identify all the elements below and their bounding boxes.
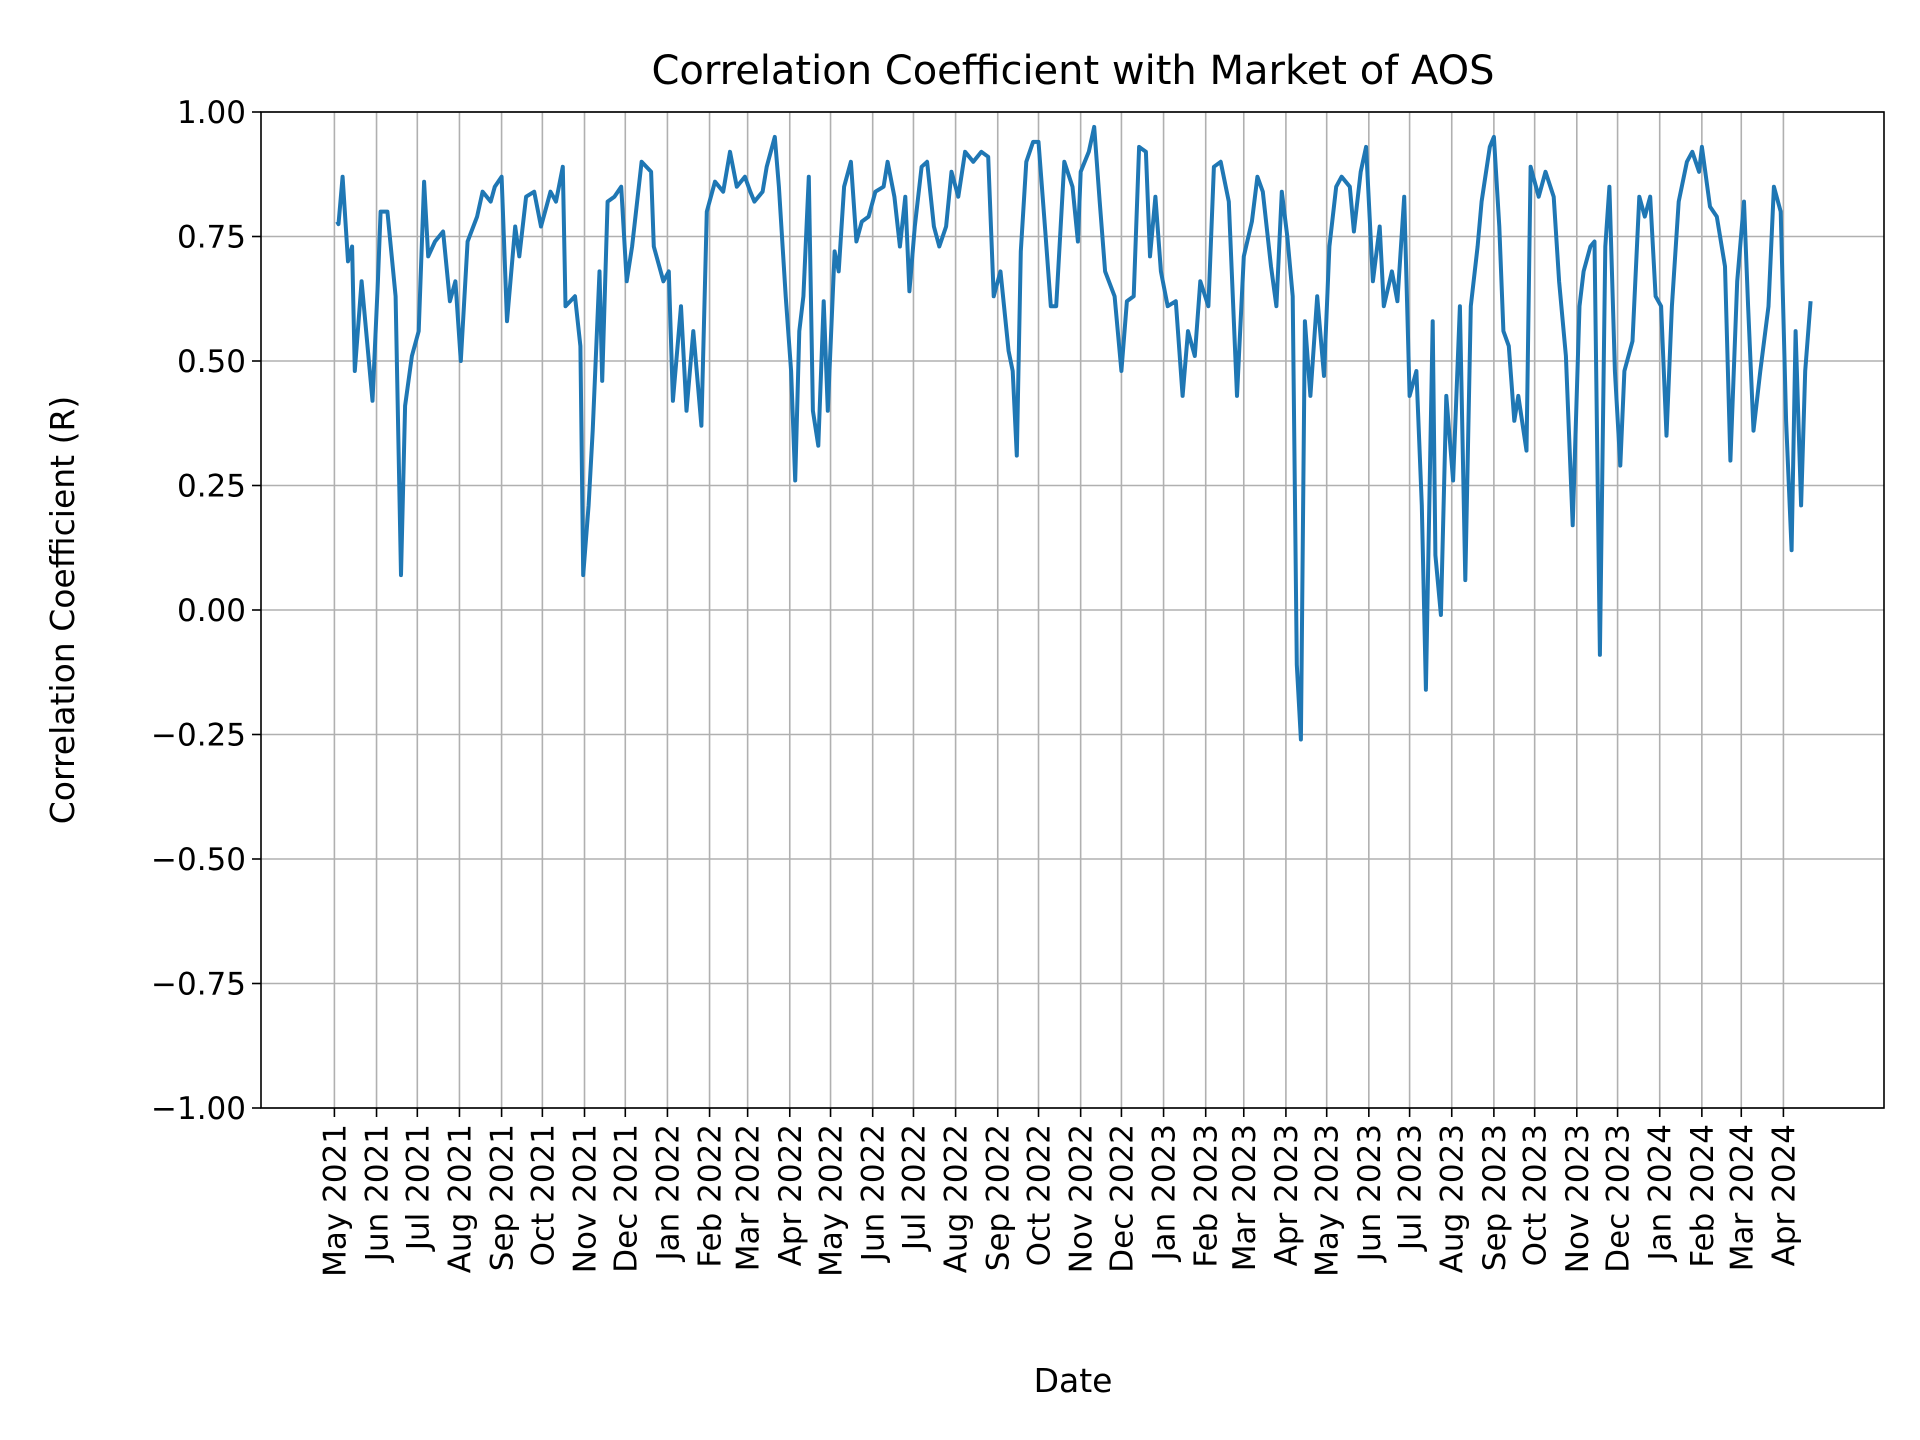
x-tick-label: Jun 2023 (1352, 1124, 1388, 1263)
x-tick-label: Apr 2024 (1766, 1124, 1802, 1266)
x-tick-label: Mar 2023 (1227, 1124, 1263, 1271)
x-tick-label: Oct 2021 (525, 1124, 561, 1266)
x-tick-label: May 2023 (1310, 1124, 1346, 1277)
y-tick-label: 0.00 (177, 593, 246, 629)
y-tick-label: −0.75 (151, 967, 246, 1003)
series-layer (335, 124, 1813, 742)
x-tick-label: Mar 2022 (731, 1124, 767, 1271)
x-tick-label: Sep 2021 (485, 1124, 521, 1271)
y-tick-label: 0.50 (177, 344, 246, 380)
x-tick-label: Apr 2023 (1269, 1124, 1305, 1266)
x-tick-label: Apr 2022 (773, 1124, 809, 1266)
x-tick-label: Jul 2023 (1393, 1124, 1429, 1252)
x-tick-label: May 2021 (317, 1124, 353, 1277)
x-tick-label: Nov 2021 (568, 1124, 604, 1273)
ticks: −1.00 −0.75 −0.50 −0.25 0.00 0.25 0.50 0.75 1.00… (151, 95, 1802, 1277)
y-axis-label: Correlation Coefficient (R) (43, 396, 82, 825)
y-tick-label: 0.25 (177, 469, 246, 505)
x-tick-label: Aug 2021 (442, 1124, 478, 1273)
x-tick-label: Dec 2023 (1601, 1124, 1637, 1273)
x-tick-label: Feb 2024 (1685, 1124, 1721, 1268)
chart-title: Correlation Coefficient with Market of A… (651, 48, 1494, 94)
x-tick-label: Jun 2021 (360, 1124, 396, 1263)
x-tick-label: Mar 2024 (1724, 1124, 1760, 1271)
x-tick-label: Oct 2023 (1518, 1124, 1554, 1266)
x-tick-label: Oct 2022 (1022, 1124, 1058, 1266)
x-tick-label: Dec 2021 (608, 1124, 644, 1273)
y-tick-label: 1.00 (177, 95, 246, 131)
x-tick-label: Jan 2022 (650, 1124, 686, 1263)
x-tick-label: Nov 2022 (1064, 1124, 1100, 1273)
x-tick-label: Jul 2022 (896, 1124, 932, 1252)
x-tick-label: Jul 2021 (400, 1124, 436, 1252)
y-tick-label: −0.50 (151, 842, 246, 878)
x-tick-label: Sep 2023 (1477, 1124, 1513, 1271)
y-tick-label: 0.75 (177, 220, 246, 256)
x-tick-label: Aug 2023 (1435, 1124, 1471, 1273)
x-tick-label: Jun 2022 (856, 1124, 892, 1263)
y-tick-label: −1.00 (151, 1091, 246, 1127)
x-tick-label: Sep 2022 (981, 1124, 1017, 1271)
x-tick-label: Dec 2022 (1104, 1124, 1140, 1273)
x-tick-label: May 2022 (814, 1124, 850, 1277)
x-tick-label: Feb 2023 (1189, 1124, 1225, 1268)
y-tick-label: −0.25 (151, 718, 246, 754)
x-tick-label: Jan 2024 (1643, 1124, 1679, 1263)
x-tick-label: Aug 2022 (939, 1124, 975, 1273)
x-tick-label: Jan 2023 (1147, 1124, 1183, 1263)
x-tick-label: Feb 2022 (693, 1124, 729, 1268)
x-tick-label: Nov 2023 (1560, 1124, 1596, 1273)
x-axis-label: Date (1034, 1361, 1113, 1400)
correlation-line (335, 124, 1813, 742)
